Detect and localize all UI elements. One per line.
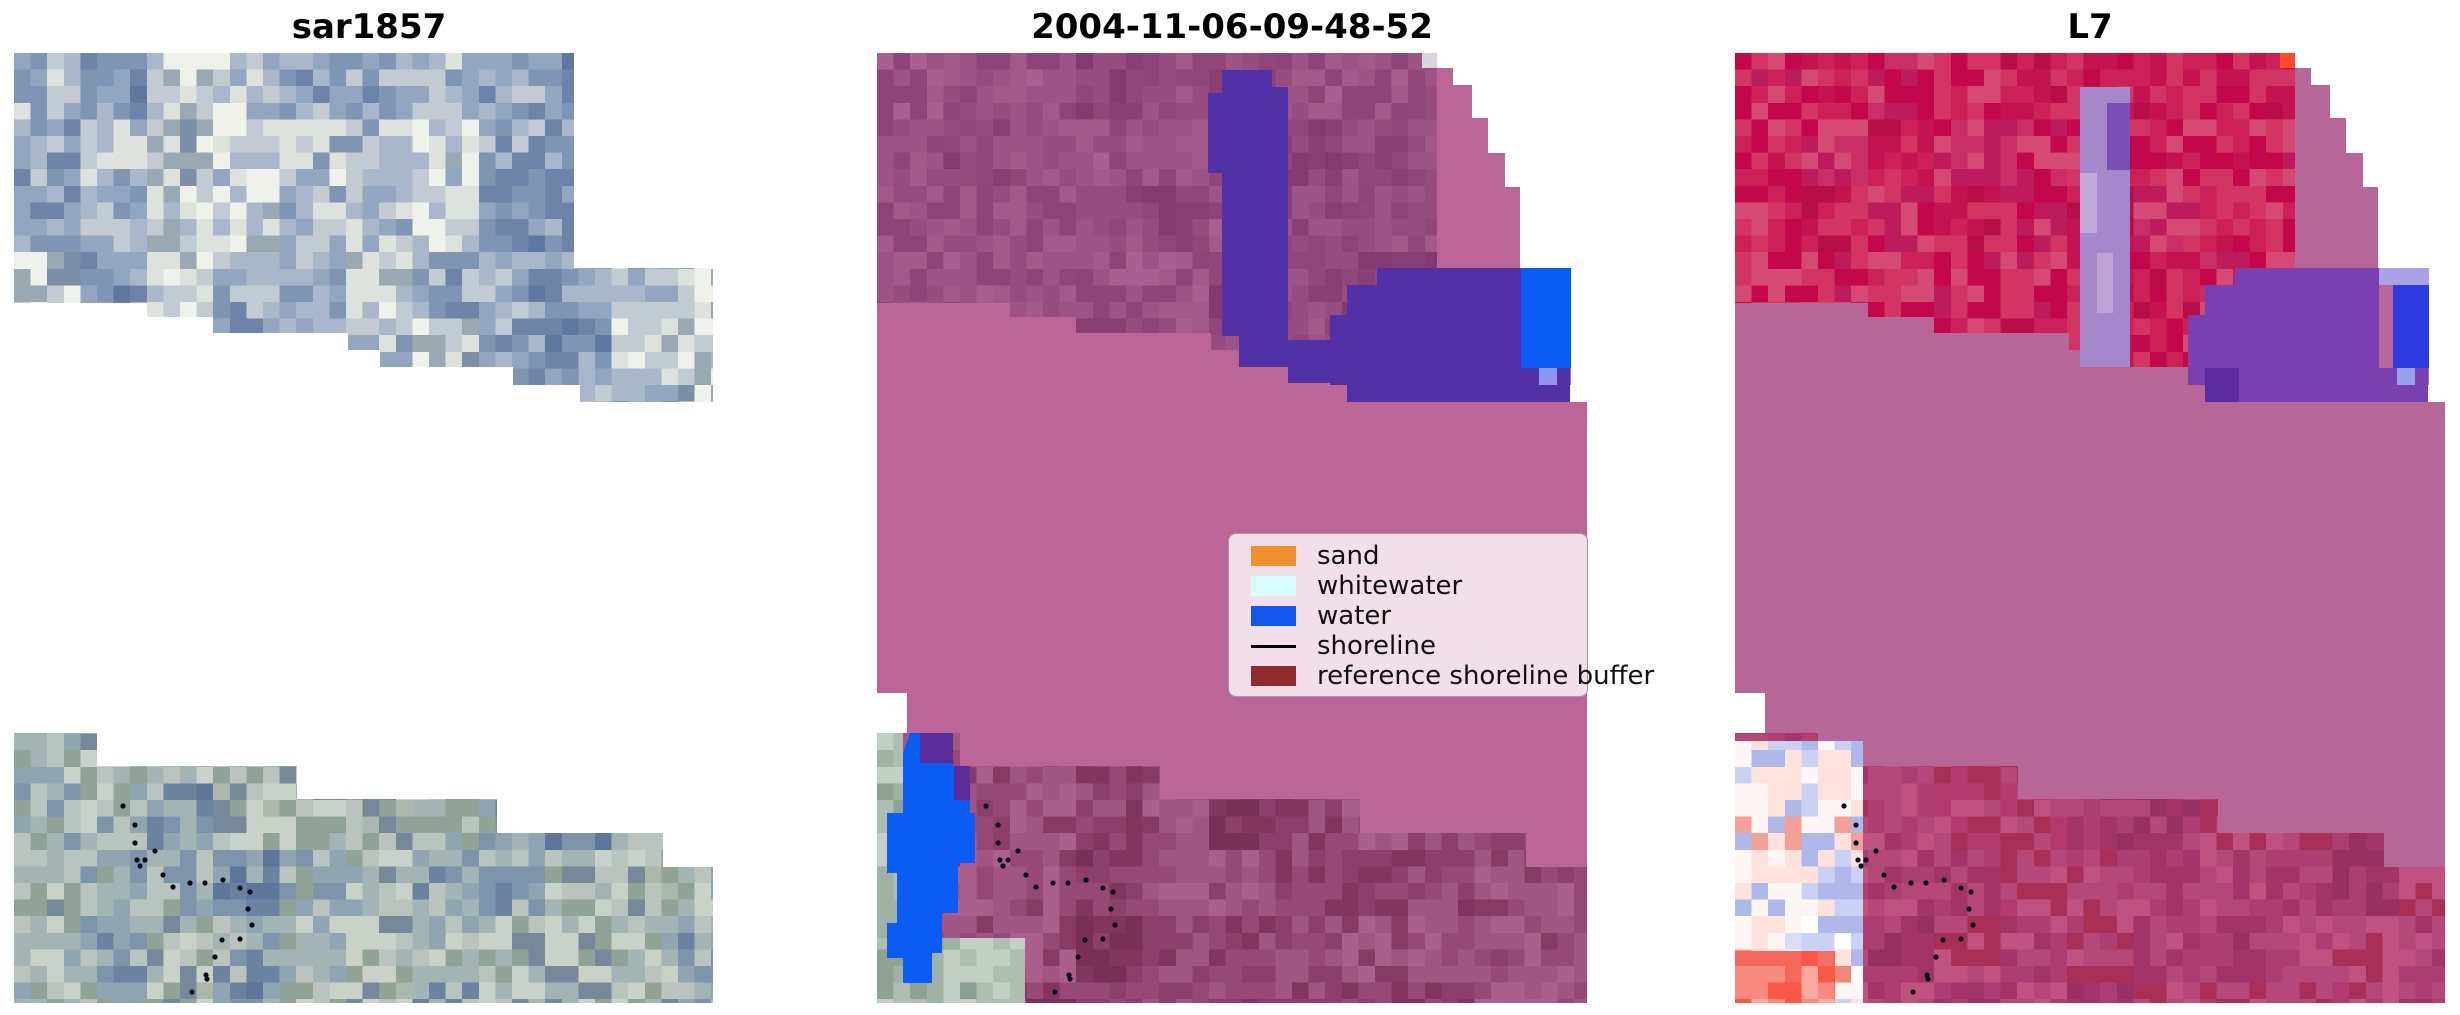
sand-swatch-icon [1251, 546, 1296, 566]
legend-label-whitewater: whitewater [1317, 571, 1463, 601]
legend-label-water: water [1317, 601, 1392, 631]
legend-label-shoreline: shoreline [1317, 631, 1436, 661]
legend-label-reference-shoreline-buffer: reference shoreline buffer [1317, 661, 1655, 691]
panel-image-sar1857 [14, 53, 724, 1008]
whitewater-swatch-icon [1251, 576, 1296, 596]
legend: sand whitewater water shoreline referenc… [1228, 533, 1654, 697]
panel-title-sar1857: sar1857 [291, 7, 447, 47]
legend-row-water: water [1251, 601, 1573, 631]
panel-title-l7: L7 [2067, 7, 2113, 47]
legend-row-whitewater: whitewater [1251, 571, 1573, 601]
panel-title-classification: 2004-11-06-09-48-52 [1031, 7, 1433, 47]
panel-image-l7 [1735, 53, 2445, 1008]
legend-row-sand: sand [1251, 541, 1573, 571]
legend-row-shoreline: shoreline [1251, 631, 1573, 661]
legend-label-sand: sand [1317, 541, 1380, 571]
water-swatch-icon [1251, 606, 1296, 626]
shoreline-line-icon [1251, 644, 1296, 648]
reference-shoreline-buffer-swatch-icon [1251, 666, 1296, 686]
panel-image-classification [877, 53, 1587, 1008]
legend-row-reference-shoreline-buffer: reference shoreline buffer [1251, 661, 1654, 691]
